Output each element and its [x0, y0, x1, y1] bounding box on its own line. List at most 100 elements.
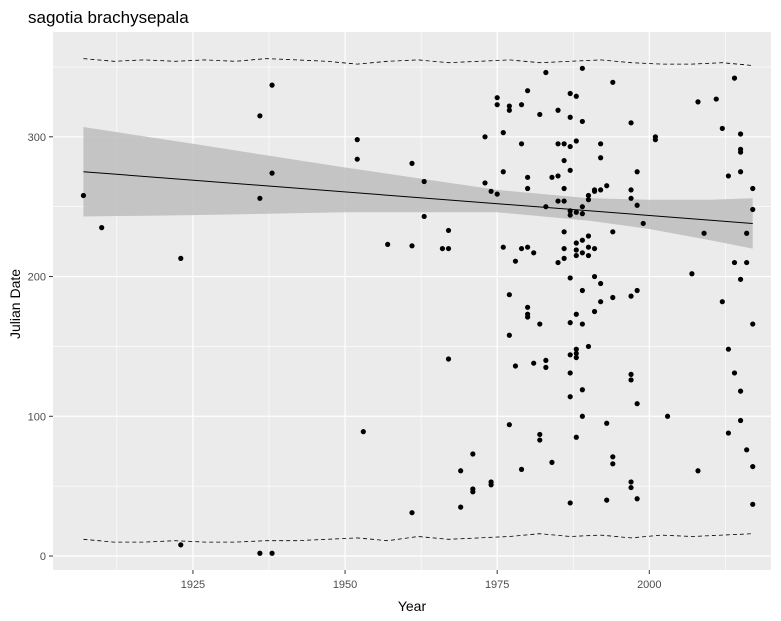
- x-tick-label: 2000: [637, 579, 661, 591]
- data-point: [543, 204, 549, 210]
- data-point: [494, 95, 500, 101]
- data-point: [689, 271, 695, 277]
- data-point: [409, 243, 415, 249]
- data-points: [80, 65, 756, 556]
- data-point: [549, 459, 555, 465]
- data-point: [494, 191, 500, 197]
- data-point: [573, 434, 579, 440]
- data-point: [573, 350, 579, 357]
- data-point: [744, 230, 750, 236]
- data-point: [518, 141, 525, 147]
- data-point: [573, 354, 579, 361]
- data-point: [512, 363, 519, 369]
- data-point: [634, 169, 640, 175]
- data-point: [585, 197, 592, 203]
- data-point: [731, 370, 738, 376]
- data-point: [573, 209, 579, 215]
- data-point: [525, 174, 531, 180]
- data-point: [257, 550, 263, 556]
- data-point: [628, 187, 634, 193]
- data-point: [725, 346, 732, 352]
- data-point: [579, 387, 585, 393]
- data-point: [634, 496, 640, 502]
- axis-ticks: [49, 136, 650, 574]
- data-point: [567, 143, 573, 150]
- data-point: [591, 308, 598, 315]
- data-point: [628, 484, 634, 491]
- data-point: [737, 131, 744, 137]
- data-point: [579, 321, 585, 327]
- data-point: [385, 241, 391, 248]
- data-point: [500, 130, 506, 136]
- data-point: [567, 352, 573, 358]
- data-point: [604, 420, 610, 426]
- trend-line: [83, 171, 753, 224]
- data-point: [664, 413, 671, 419]
- plot-panel: [53, 32, 771, 570]
- data-point: [421, 178, 427, 185]
- data-point: [567, 275, 573, 281]
- data-point: [525, 314, 531, 320]
- data-point: [634, 202, 640, 208]
- data-point: [543, 364, 549, 370]
- data-point: [445, 356, 452, 362]
- data-point: [713, 96, 719, 102]
- data-point: [500, 169, 506, 175]
- data-point: [537, 437, 543, 443]
- data-point: [409, 160, 415, 166]
- data-point: [512, 258, 519, 264]
- data-point: [610, 79, 616, 85]
- data-point: [579, 204, 585, 210]
- grid-minor: [53, 32, 771, 570]
- data-point: [567, 114, 573, 120]
- data-point: [695, 468, 701, 474]
- data-point: [652, 137, 658, 143]
- data-point: [731, 75, 738, 81]
- data-point: [573, 247, 579, 253]
- data-point: [591, 188, 598, 194]
- data-point: [579, 250, 585, 256]
- data-point: [567, 208, 573, 214]
- x-tick-label: 1925: [181, 579, 205, 591]
- data-point: [628, 377, 634, 383]
- data-point: [604, 183, 610, 189]
- data-point: [579, 118, 585, 125]
- data-point: [591, 245, 598, 252]
- data-point: [178, 542, 184, 548]
- data-point: [99, 225, 105, 231]
- data-point: [634, 401, 640, 407]
- data-point: [525, 304, 531, 310]
- data-point: [567, 212, 573, 218]
- data-point: [628, 479, 634, 485]
- data-point: [500, 244, 506, 250]
- data-point: [585, 252, 592, 259]
- data-point: [744, 447, 750, 453]
- data-point: [585, 343, 592, 350]
- data-point: [555, 141, 561, 147]
- data-point: [610, 229, 616, 235]
- data-point: [628, 195, 634, 201]
- data-point: [354, 137, 360, 143]
- x-axis-title: Year: [398, 598, 427, 614]
- data-point: [731, 259, 738, 266]
- data-point: [579, 65, 585, 71]
- y-tick-label: 0: [40, 551, 46, 563]
- data-point: [445, 227, 452, 234]
- data-point: [579, 211, 585, 217]
- data-point: [494, 102, 500, 108]
- x-tick-labels: 1925 1950 1975 2000: [181, 579, 662, 591]
- data-point: [257, 113, 263, 119]
- y-tick-label: 200: [28, 272, 46, 284]
- data-point: [628, 293, 634, 299]
- data-point: [737, 169, 744, 175]
- data-point: [525, 185, 531, 192]
- data-point: [555, 107, 561, 113]
- data-point: [531, 250, 537, 256]
- data-point: [445, 245, 452, 252]
- data-point: [750, 501, 756, 507]
- data-point: [555, 259, 561, 266]
- data-point: [567, 167, 573, 173]
- data-point: [567, 394, 573, 400]
- data-point: [725, 173, 732, 179]
- data-point: [610, 294, 616, 301]
